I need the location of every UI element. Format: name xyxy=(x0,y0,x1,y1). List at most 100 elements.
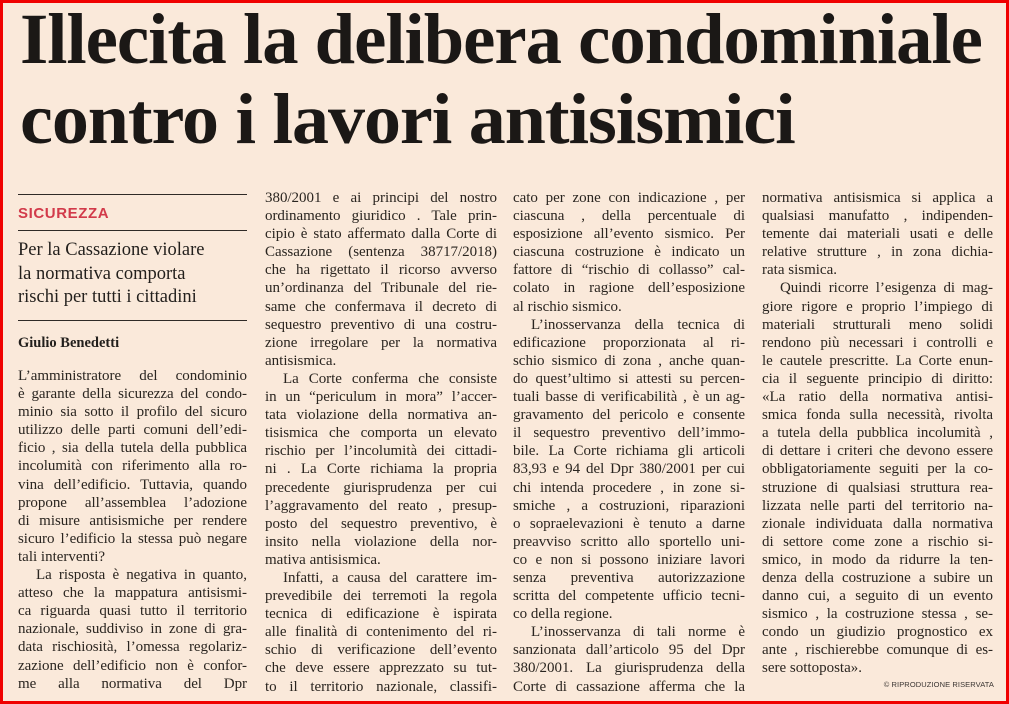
paragraph: L’amministratore del condominio è garante… xyxy=(18,367,247,566)
text-line: La risposta è negativa in quanto, xyxy=(36,567,247,584)
text-line: atteso che la mappatura antisismi- xyxy=(18,585,247,602)
text-line: fattore di “rischio di collasso” cal- xyxy=(513,262,745,279)
subhead-line: Per la Cassazione violare xyxy=(18,240,205,260)
text-line: antisismica. xyxy=(265,352,337,369)
text-line: prevedibile dei terremoti la regola xyxy=(265,588,497,605)
text-line: lizzata nelle parti del territorio na- xyxy=(762,497,993,514)
text-line: rata sismica. xyxy=(762,262,837,279)
paragraph: Infatti, a causa del carattere im-preved… xyxy=(265,569,497,696)
text-line: «La ratio della normativa antisi- xyxy=(762,389,993,406)
text-line: in un “periculum in mora” l’accer- xyxy=(265,389,497,406)
text-line: è garante della sicurezza del condo- xyxy=(18,386,247,403)
text-line: danno cui, a seguito di un evento xyxy=(762,588,993,605)
text-line: smica fonda sulla necessità, rivolta xyxy=(762,407,993,424)
text-line: smico, in modo da ridurre la ten- xyxy=(762,551,993,568)
text-line: ordinamento giuridico . Tale prin- xyxy=(265,208,497,225)
text-line: denza della costruzione a subire un xyxy=(762,569,993,586)
text-line: normativa antisismica si applica a xyxy=(762,190,993,206)
text-line: 83,93 e 94 del Dpr 380/2001 per cui xyxy=(513,461,745,478)
text-line: co e non si possono iniziare lavori xyxy=(513,551,745,568)
text-line: Corte di cassazione afferma che la xyxy=(513,678,745,695)
body-column-1: L’amministratore del condominio è garante… xyxy=(18,367,247,693)
text-line: sismico , la costruzione stessa , se- xyxy=(762,606,993,623)
text-line: di dettare i criteri che devono essere xyxy=(762,443,993,460)
text-line: di settore come zone a rischio si- xyxy=(762,533,993,550)
text-line: giore rigore e proprio l’impiego di xyxy=(762,298,993,315)
text-line: sequestro preventivo di una costru- xyxy=(265,316,497,333)
text-line: me alla normativa del Dpr xyxy=(18,675,247,692)
text-line: qualsiasi manufatto , indipenden- xyxy=(762,208,993,225)
text-line: le cautele prescritte. La Corte enun- xyxy=(762,352,993,369)
divider xyxy=(18,320,247,321)
text-line: minio sia sotto il profilo del sicuro xyxy=(18,404,247,421)
author-byline: Giulio Benedetti xyxy=(18,335,120,351)
text-line: co della regione. xyxy=(513,606,613,623)
text-line: che ha rigettato il ricorso avverso xyxy=(265,262,497,279)
text-line: precedente giurisprudenza per cui xyxy=(265,479,497,496)
text-line: insito nella violazione della nor- xyxy=(265,533,497,550)
text-line: data rischiosità, l’omessa regolariz- xyxy=(18,639,247,656)
text-line: bile. La Corte richiama gli articoli xyxy=(513,443,745,460)
text-line: rischio per l’incolumità dei cittadi- xyxy=(265,443,497,460)
text-line: condo un giudizio prognostico ex xyxy=(762,624,993,641)
text-line: vina dell’edificio. Tuttavia, quando xyxy=(18,476,247,493)
headline-line-2: contro i lavori antisismici xyxy=(20,79,796,159)
text-line: ca riguarda quasi tutto il territorio xyxy=(18,603,247,620)
text-line: scritta del competente ufficio tecni- xyxy=(513,588,745,605)
text-line: tecnica di edificazione è ispirata xyxy=(265,606,497,623)
text-line: sanzionata dall’articolo 95 del Dpr xyxy=(513,642,745,659)
text-line: mativa antisismica. xyxy=(265,551,381,568)
text-line: tuali basse di verificabilità , è un ag- xyxy=(513,389,745,406)
text-line: temente dai materiali usati e delle xyxy=(762,226,993,243)
text-line: zionale individuata dalla normativa xyxy=(762,515,993,532)
subhead-line: la normativa comporta xyxy=(18,263,186,284)
paragraph: La Corte conferma che consiste in un “per… xyxy=(265,370,497,569)
text-line: Quindi ricorre l’esigenza di mag- xyxy=(780,280,993,297)
subheadline: Per la Cassazione violare la normativa c… xyxy=(18,239,250,310)
text-line: sere sottoposta». xyxy=(762,660,862,677)
divider xyxy=(18,230,247,231)
text-line: zazione dell’edificio non è confor- xyxy=(18,657,247,674)
body-column-3: cato per zone con indicazione , per ciasc… xyxy=(513,189,745,696)
text-line: il sequestro preventivo dell’immo- xyxy=(513,425,745,442)
text-line: alle finalità di contenimento del ri- xyxy=(265,624,497,641)
text-line: posto del sequestro preventivo, è xyxy=(265,515,497,532)
text-line: struzione di qualsiasi struttura rea- xyxy=(762,479,993,496)
text-line: edificazione proporzionata al ri- xyxy=(513,334,745,351)
text-line: schio di verificazione dell’evento xyxy=(265,642,497,659)
text-line: Infatti, a causa del carattere im- xyxy=(283,569,497,586)
text-line: zione irregolare per la normativa xyxy=(265,334,497,351)
text-line: che deve essere apprezzato su tut- xyxy=(265,660,497,677)
paragraph: cato per zone con indicazione , per ciasc… xyxy=(513,189,745,316)
section-kicker: SICUREZZA xyxy=(18,205,110,222)
text-line: do quest’ultimo si attesti su percen- xyxy=(513,370,745,387)
text-line: al rischio sismico. xyxy=(513,298,622,315)
text-line: ante , rischierebbe comunque di es- xyxy=(762,642,993,659)
paragraph: 380/2001 e ai principi del nostro ordinam… xyxy=(265,189,497,370)
text-line: to il territorio nazionale, classifi- xyxy=(265,678,497,695)
body-column-4: normativa antisismica si applica a qualsi… xyxy=(762,189,993,678)
subhead-line: rischi per tutti i cittadini xyxy=(18,287,197,307)
text-line: senza preventiva autorizzazione xyxy=(513,569,745,586)
text-line: L’amministratore del condominio xyxy=(18,368,247,384)
text-line: tisismica che comporta un elevato xyxy=(265,425,497,442)
text-line: o sopraelevazioni è tenuto a darne xyxy=(513,515,745,532)
paragraph: L’inosservanza della tecnica di edificazi… xyxy=(513,316,745,624)
paragraph: Quindi ricorre l’esigenza di mag-giore r… xyxy=(762,279,993,677)
text-line: l’aggravamento del reato , presup- xyxy=(265,497,497,514)
text-line: ficio , sia della tutela della pubblica xyxy=(18,440,247,457)
text-line: tata violazione della normativa an- xyxy=(265,407,497,424)
text-line: L’inosservanza di tali norme è xyxy=(531,624,745,641)
text-line: smiche , a costruzioni, riparazioni xyxy=(513,497,745,514)
text-line: di misure antisismiche per rendere xyxy=(18,512,247,529)
text-line: 380/2001. La giurisprudenza della xyxy=(513,660,745,677)
text-line: L’inosservanza della tecnica di xyxy=(531,316,745,333)
body-column-2: 380/2001 e ai principi del nostro ordinam… xyxy=(265,189,497,696)
text-line: utilizzo delle parti comuni dell’edi- xyxy=(18,422,247,439)
paragraph: normativa antisismica si applica a qualsi… xyxy=(762,189,993,279)
headline-line-1: Illecita la delibera condominiale xyxy=(20,0,983,79)
text-line: propone all’assemblea l’adozione xyxy=(18,494,247,511)
text-line: incolumità con riferimento alla ro- xyxy=(18,458,247,475)
text-line: cipio è stato affermato dalla Corte di xyxy=(265,226,497,243)
